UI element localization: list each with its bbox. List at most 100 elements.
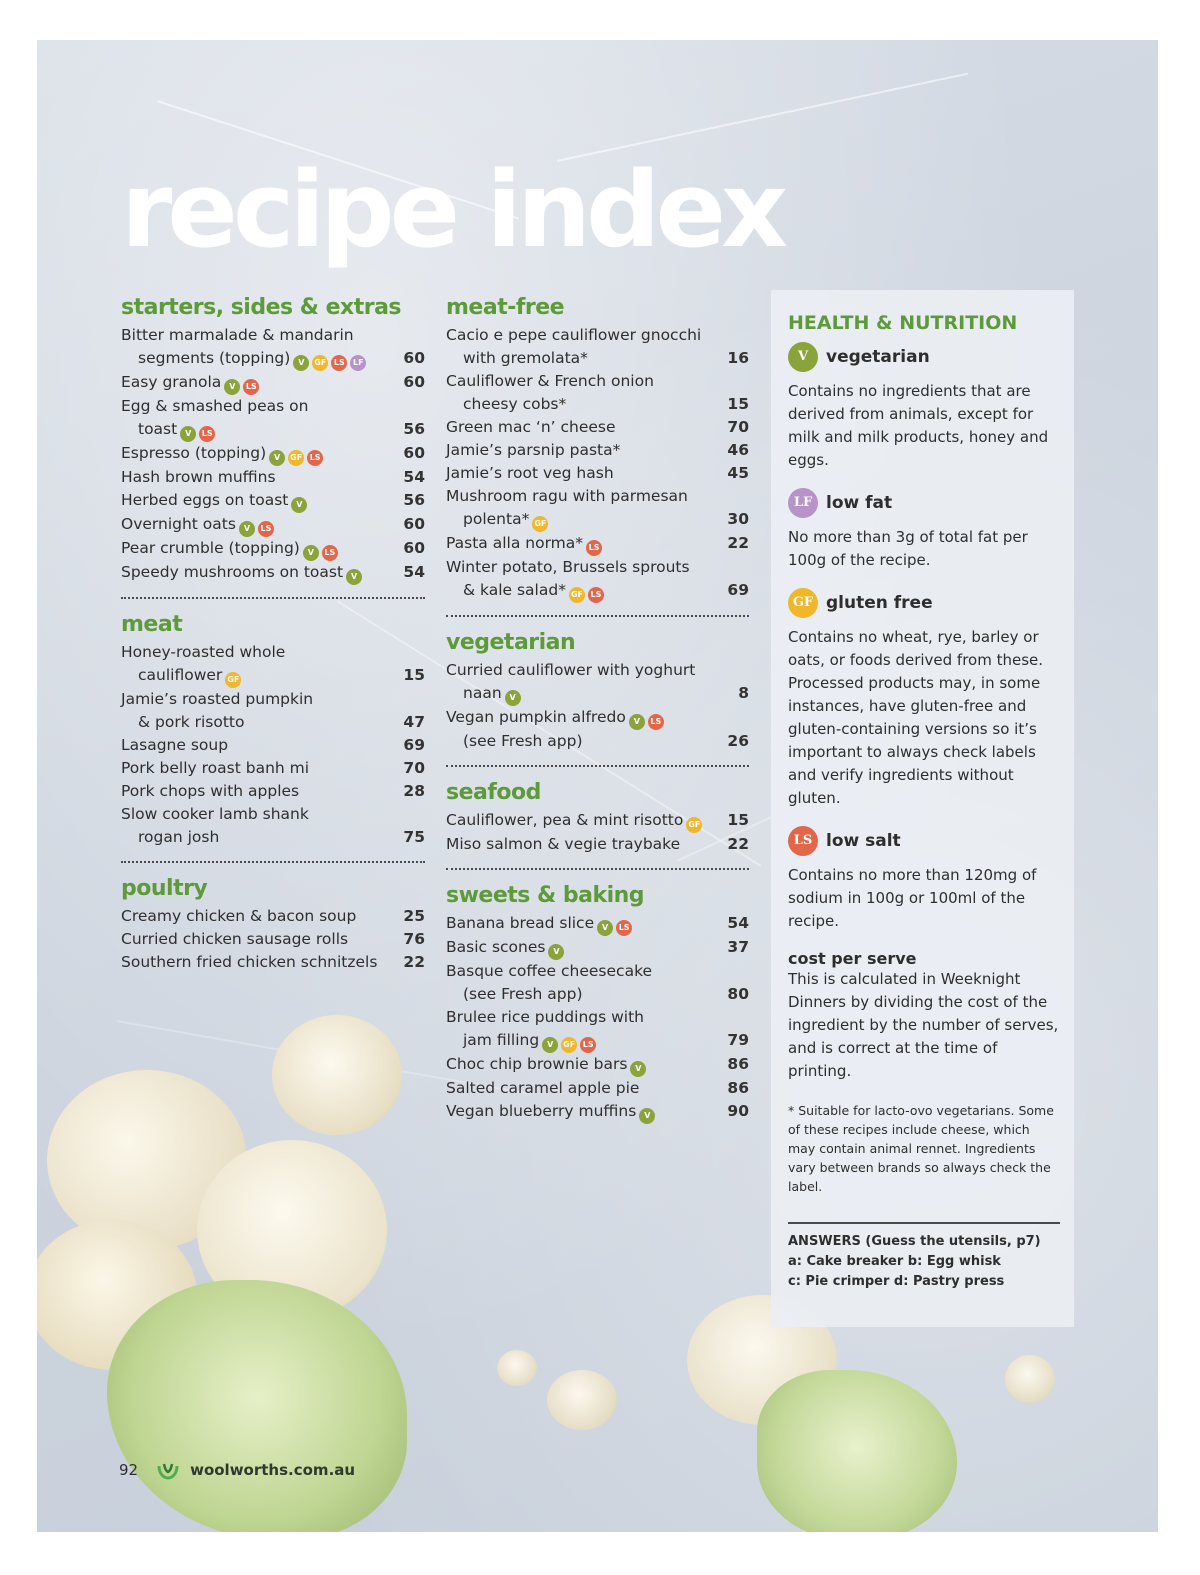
recipe-name: Cacio e pepe cauliflower gnocchi — [446, 326, 702, 344]
recipe-name: Honey-roasted whole — [121, 643, 286, 661]
lf-badge-icon: LF — [788, 488, 818, 518]
recipe-entry[interactable]: Pasta alla norma* LS 22 — [446, 532, 749, 556]
recipe-entry[interactable]: Jamie’s root veg hash 45 — [446, 462, 749, 485]
section-heading: starters, sides & extras — [121, 295, 402, 320]
v-badge-icon: V — [630, 1061, 647, 1077]
recipe-name-cont: naan — [463, 684, 502, 702]
recipe-name: Easy granola — [121, 373, 222, 391]
recipe-entry[interactable]: Egg & smashed peas on toast V LS 56 — [121, 395, 425, 442]
page-ref: 60 — [403, 444, 425, 462]
ls-badge-icon: LS — [586, 540, 603, 556]
recipe-entry[interactable]: Pork chops with apples 28 — [121, 780, 425, 803]
gf-badge-icon: GF — [288, 450, 305, 466]
page-ref: 25 — [403, 907, 425, 925]
recipe-entry[interactable]: Curried cauliflower with yoghurt naan V 8 — [446, 659, 749, 706]
recipe-entry[interactable]: Bitter marmalade & mandarin segments (top… — [121, 324, 425, 371]
recipe-entry[interactable]: Jamie’s roasted pumpkin & pork risotto 47 — [121, 688, 425, 734]
index-section: sweets & baking Banana bread slice V LS 54 Ba… — [446, 880, 749, 1124]
recipe-entry[interactable]: Lasagne soup 69 — [121, 734, 425, 757]
page-ref: 37 — [727, 938, 749, 956]
recipe-entry[interactable]: Southern fried chicken schnitzels 22 — [121, 951, 425, 974]
recipe-entry[interactable]: Honey-roasted whole cauliflower GF 15 — [121, 641, 425, 688]
ls-badge-icon: LS — [199, 426, 216, 442]
v-badge-icon: V — [302, 545, 319, 561]
recipe-name-cont: (see Fresh app) — [463, 985, 583, 1003]
recipe-entry[interactable]: Cauliflower & French onion cheesy cobs* 15 — [446, 370, 749, 416]
recipe-name: Cauliflower & French onion — [446, 372, 654, 390]
recipe-entry[interactable]: Pork belly roast banh mi 70 — [121, 757, 425, 780]
recipe-entry[interactable]: Miso salmon & vegie traybake 22 — [446, 833, 749, 856]
dotted-divider — [121, 597, 425, 599]
recipe-entry[interactable]: Basic scones V 37 — [446, 936, 749, 960]
recipe-entry[interactable]: Cacio e pepe cauliflower gnocchi with gre… — [446, 324, 749, 370]
page-ref: 22 — [727, 534, 749, 552]
page-ref: 60 — [403, 373, 425, 391]
panel-heading: HEALTH & NUTRITION — [788, 312, 1018, 334]
page-ref: 80 — [727, 985, 749, 1003]
ls-badge-icon: LS — [321, 545, 338, 561]
recipe-name: Pasta alla norma* — [446, 534, 584, 552]
page-ref: 69 — [727, 581, 749, 599]
recipe-name-cont: segments (topping) — [138, 349, 291, 367]
legend-desc: Contains no ingredients that are derived… — [788, 382, 1049, 469]
recipe-entry[interactable]: Hash brown muffins 54 — [121, 466, 425, 489]
recipe-name: Southern fried chicken schnitzels — [121, 953, 378, 971]
recipe-entry[interactable]: Mushroom ragu with parmesan polenta* GF 30 — [446, 485, 749, 532]
recipe-name: Cauliflower, pea & mint risotto — [446, 811, 684, 829]
gf-badge-icon: GF — [532, 516, 549, 532]
recipe-entry[interactable]: Espresso (topping) V GF LS 60 — [121, 442, 425, 466]
page-ref: 22 — [727, 835, 749, 853]
recipe-entry[interactable]: Pear crumble (topping) V LS 60 — [121, 537, 425, 561]
legend-item: LF low fat No more than 3g of total fat pe… — [788, 488, 1060, 572]
recipe-entry[interactable]: Basque coffee cheesecake (see Fresh app) 8… — [446, 960, 749, 1006]
gf-badge-icon: GF — [686, 817, 703, 833]
recipe-entry[interactable]: Overnight oats V LS 60 — [121, 513, 425, 537]
recipe-name-cont: & kale salad* — [463, 581, 566, 599]
recipe-name: Green mac ‘n’ cheese — [446, 418, 616, 436]
page-ref: 26 — [727, 732, 749, 750]
legend-title: vegetarian — [826, 347, 930, 367]
recipe-entry[interactable]: Salted caramel apple pie 86 — [446, 1077, 749, 1100]
recipe-entry[interactable]: Cauliflower, pea & mint risotto GF 15 — [446, 809, 749, 833]
page-title: recipe index — [121, 149, 788, 271]
site-link[interactable]: woolworths.com.au — [190, 1461, 356, 1479]
page-ref: 15 — [727, 395, 749, 413]
recipe-name: Creamy chicken & bacon soup — [121, 907, 357, 925]
recipe-entry[interactable]: Speedy mushrooms on toast V 54 — [121, 561, 425, 585]
ls-badge-icon: LS — [257, 521, 274, 537]
recipe-entry[interactable]: Banana bread slice V LS 54 — [446, 912, 749, 936]
answers-box: ANSWERS (Guess the utensils, p7) a: Cake… — [788, 1222, 1060, 1292]
recipe-name: Salted caramel apple pie — [446, 1079, 640, 1097]
section-heading: meat-free — [446, 295, 565, 320]
recipe-name: Brulee rice puddings with — [446, 1008, 644, 1026]
recipe-name-cont: jam filling — [463, 1031, 540, 1049]
page-ref: 8 — [738, 684, 749, 702]
recipe-entry[interactable]: Curried chicken sausage rolls 76 — [121, 928, 425, 951]
recipe-entry[interactable]: Vegan blueberry muffins V 90 — [446, 1100, 749, 1124]
recipe-name-cont: polenta* — [463, 510, 530, 528]
recipe-entry[interactable]: Jamie’s parsnip pasta* 46 — [446, 439, 749, 462]
recipe-entry[interactable]: Easy granola V LS 60 — [121, 371, 425, 395]
cauliflower-floret — [547, 1370, 617, 1430]
recipe-entry[interactable]: Creamy chicken & bacon soup 25 — [121, 905, 425, 928]
page-ref: 46 — [727, 441, 749, 459]
recipe-entry[interactable]: Brulee rice puddings with jam filling V GF L… — [446, 1006, 749, 1053]
section-heading: sweets & baking — [446, 883, 645, 908]
recipe-name-cont: cheesy cobs* — [463, 395, 567, 413]
legend-desc: No more than 3g of total fat per 100g of… — [788, 528, 1028, 569]
index-column-left: starters, sides & extras Bitter marmalade… — [121, 292, 425, 974]
recipe-name: Vegan blueberry muffins — [446, 1102, 637, 1120]
gf-badge-icon: GF — [568, 587, 585, 603]
recipe-entry[interactable]: Slow cooker lamb shank rogan josh 75 — [121, 803, 425, 849]
legend-title: gluten free — [826, 593, 933, 613]
recipe-entry[interactable]: Choc chip brownie bars V 86 — [446, 1053, 749, 1077]
index-section: vegetarian Curried cauliflower with yoghu… — [446, 627, 749, 767]
recipe-entry[interactable]: Winter potato, Brussels sprouts & kale sa… — [446, 556, 749, 603]
recipe-entry[interactable]: Green mac ‘n’ cheese 70 — [446, 416, 749, 439]
answers-title: ANSWERS (Guess the utensils, p7) — [788, 1234, 1041, 1249]
recipe-entry[interactable]: Vegan pumpkin alfredo V LS (see Fresh app) 2… — [446, 706, 749, 753]
index-section: meat-free Cacio e pepe cauliflower gnocch… — [446, 292, 749, 617]
page-ref: 60 — [403, 515, 425, 533]
recipe-entry[interactable]: Herbed eggs on toast V 56 — [121, 489, 425, 513]
